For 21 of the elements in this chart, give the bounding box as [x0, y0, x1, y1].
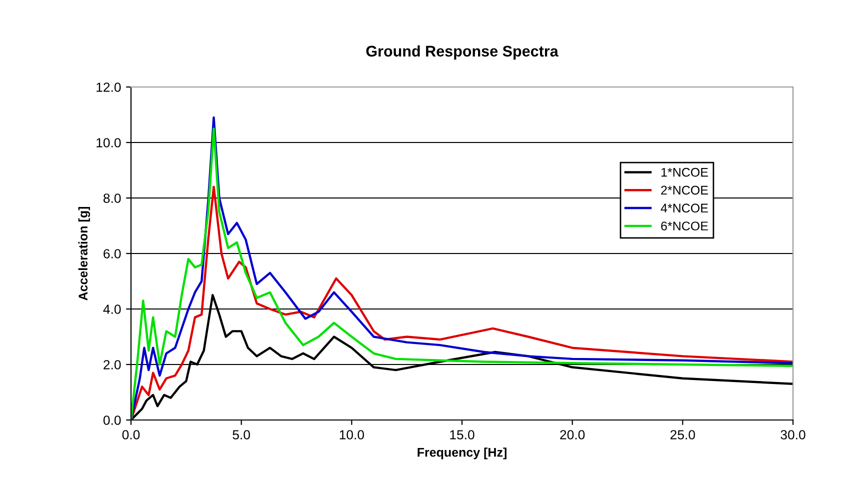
- y-tick-label: 4.0: [103, 304, 121, 314]
- legend-label: 6*NCOE: [661, 222, 708, 230]
- x-tick-label: 20.0: [560, 430, 585, 440]
- x-tick-label: 30.0: [780, 430, 806, 440]
- y-tick-label: 10.0: [96, 138, 121, 148]
- y-tick-label: 2.0: [104, 360, 121, 370]
- chart-title: Ground Response Spectra: [366, 45, 558, 60]
- x-tick-label: 15.0: [450, 430, 474, 440]
- y-tick-label: 12.0: [96, 82, 121, 92]
- legend-label: 1*NCOE: [661, 168, 708, 177]
- legend-label: 2*NCOE: [661, 186, 708, 195]
- y-tick-label: 0.0: [103, 416, 121, 425]
- legend-label: 4*NCOE: [660, 204, 708, 213]
- x-tick-label: 0.0: [122, 430, 140, 440]
- x-tick-label: 10.0: [340, 430, 364, 440]
- y-axis-title: Acceleration [g]: [78, 206, 90, 300]
- y-tick-label: 6.0: [104, 249, 121, 258]
- x-axis-title: Frequency [Hz]: [418, 448, 506, 460]
- y-tick-label: 8.0: [104, 194, 121, 203]
- x-tick-label: 25.0: [670, 430, 695, 440]
- x-tick-label: 5.0: [232, 430, 250, 440]
